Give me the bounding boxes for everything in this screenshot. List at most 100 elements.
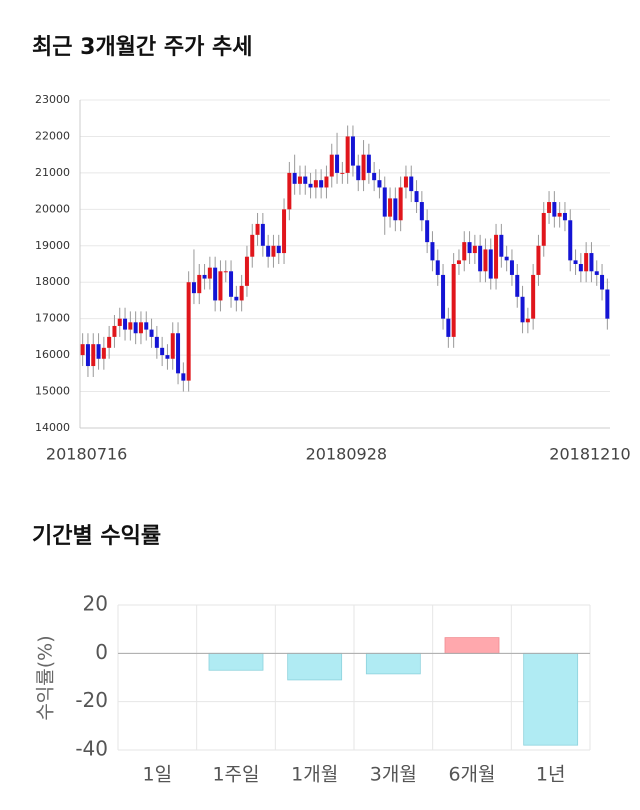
candle-body: [308, 183, 313, 188]
candle-body: [271, 245, 276, 257]
candle-body: [483, 249, 488, 272]
candle-body: [478, 245, 483, 272]
candle-body: [165, 355, 170, 359]
candle-body: [366, 154, 371, 173]
candle-body: [541, 212, 546, 246]
y-tick-label: 22000: [35, 129, 70, 142]
candle-body: [573, 260, 578, 264]
candle-body: [128, 322, 133, 330]
candle-body: [112, 325, 117, 337]
candle-body: [149, 329, 154, 337]
candle-body: [91, 344, 96, 367]
candle-body: [207, 267, 212, 279]
candle-body: [107, 336, 112, 348]
candle-body: [600, 274, 605, 290]
candle-body: [472, 245, 477, 254]
candle-body: [504, 256, 509, 261]
candle-body: [313, 180, 318, 188]
candle-body: [340, 172, 345, 174]
candle-body: [197, 274, 202, 294]
candle-body: [562, 212, 567, 221]
y-tick-label: 15000: [35, 385, 70, 398]
candle-body: [398, 187, 403, 221]
chart-title: 기간별 수익률: [32, 524, 161, 549]
candle-body: [393, 198, 398, 221]
candle-body: [144, 322, 149, 330]
candle-body: [176, 333, 181, 374]
candle-body: [430, 242, 435, 261]
chart-title: 최근 3개월간 주가 추세: [32, 35, 252, 60]
candle-body: [467, 242, 472, 254]
candle-body: [80, 344, 85, 356]
candle-body: [419, 202, 424, 221]
candle-body: [568, 220, 573, 261]
candle-body: [409, 176, 414, 192]
y-tick-label: 0: [95, 640, 108, 664]
x-tick-label: 20180928: [306, 445, 387, 464]
candle-body: [123, 318, 128, 330]
candle-body: [414, 191, 419, 203]
candle-body: [509, 260, 514, 275]
candle-body: [456, 260, 461, 264]
candle-body: [435, 260, 440, 275]
bar: [365, 652, 421, 675]
candle-body: [531, 274, 536, 319]
candle-body: [515, 274, 520, 297]
candle-body: [138, 322, 143, 334]
candle-body: [297, 176, 302, 184]
candle-body: [494, 234, 499, 279]
x-tick-label: 1개월: [291, 764, 338, 786]
candle-body: [552, 202, 557, 217]
candle-body: [202, 274, 207, 279]
y-tick-label: 14000: [35, 421, 70, 434]
candle-body: [229, 271, 234, 297]
candle-body: [101, 347, 106, 359]
x-tick-label: 20181210: [549, 445, 630, 464]
candle-body: [520, 296, 525, 323]
bar: [444, 637, 500, 654]
candle-body: [160, 347, 165, 356]
candle-body: [345, 136, 350, 173]
candle-body: [388, 198, 393, 217]
candle-body: [594, 271, 599, 275]
candle-body: [403, 176, 408, 188]
y-tick-label: 20000: [35, 202, 70, 215]
y-tick-label: 17000: [35, 312, 70, 325]
y-tick-label: -20: [75, 688, 108, 712]
candle-body: [276, 245, 281, 254]
x-tick-label: 1년: [536, 764, 566, 786]
candle-body: [181, 373, 186, 381]
candle-body: [170, 333, 175, 359]
y-tick-label: 16000: [35, 348, 70, 361]
candle-body: [584, 253, 589, 272]
candle-body: [557, 212, 562, 217]
candle-body: [441, 274, 446, 319]
x-tick-label: 1일: [143, 764, 173, 786]
y-tick-label: 21000: [35, 166, 70, 179]
candle-body: [223, 271, 228, 273]
candle-body: [85, 344, 90, 367]
candle-body: [133, 322, 138, 334]
candle-body: [287, 172, 292, 210]
candle-body: [218, 271, 223, 301]
candle-body: [488, 249, 493, 279]
y-tick-label: 20: [83, 592, 108, 616]
candle-body: [303, 176, 308, 184]
bar: [208, 652, 264, 671]
candle-body: [536, 245, 541, 275]
candle-body: [186, 282, 191, 381]
y-axis-label: 수익률(%): [35, 635, 57, 720]
candle-body: [361, 154, 366, 181]
candle-body: [191, 282, 196, 294]
candle-body: [547, 202, 552, 213]
y-tick-label: 23000: [35, 93, 70, 106]
candle-body: [382, 187, 387, 217]
candle-body: [499, 234, 504, 257]
candle-body: [266, 245, 271, 257]
y-tick-label: 18000: [35, 275, 70, 288]
y-tick-label: -40: [75, 737, 108, 761]
candle-body: [451, 264, 456, 337]
candle-body: [605, 289, 610, 319]
x-tick-label: 6개월: [448, 764, 495, 786]
